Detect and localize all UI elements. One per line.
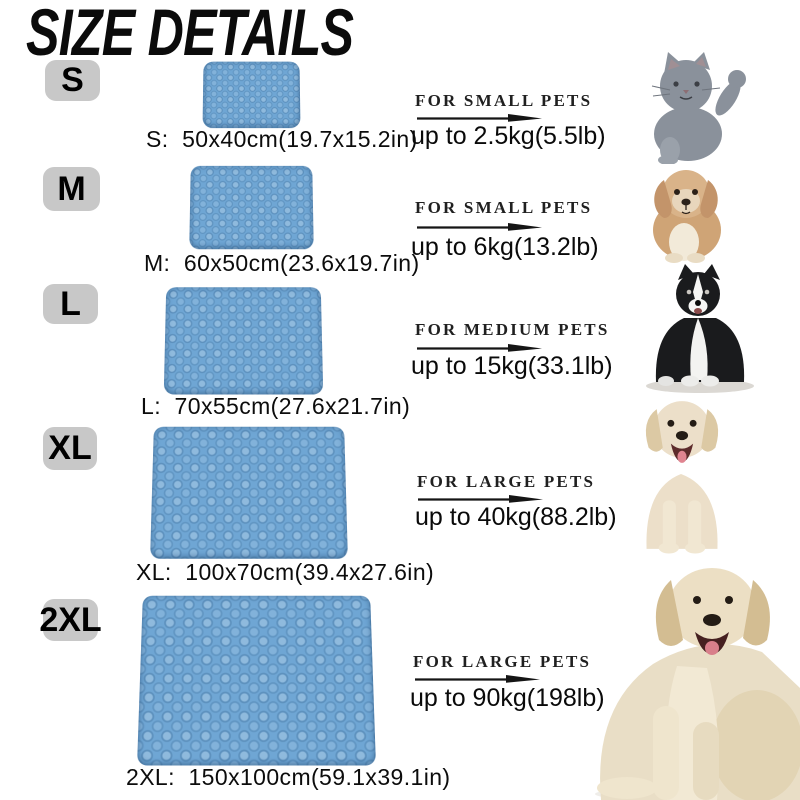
arrow-icon — [416, 110, 542, 122]
pet-photo-kitten — [640, 52, 758, 164]
arrow-icon — [417, 491, 543, 503]
cooling-mat-s — [202, 61, 301, 129]
size-badge-l: L — [43, 284, 98, 324]
pet-category-xl: FOR LARGE PETS — [417, 472, 596, 491]
pet-photo-golden-retriever — [557, 556, 800, 800]
pet-category-m: FOR SMALL PETS — [415, 198, 593, 217]
page-title: SIZE DETAILS — [26, 0, 354, 69]
arrow-icon — [416, 219, 542, 231]
size-dimensions-2xl: 2XL: 150x100cm(59.1x39.1in) — [126, 764, 451, 790]
size-badge-m: M — [43, 167, 100, 211]
size-dimensions-xl: XL: 100x70cm(39.4x27.6in) — [136, 559, 435, 585]
cooling-mat-2xl — [137, 595, 376, 766]
size-dimensions-m: M: 60x50cm(23.6x19.7in) — [144, 250, 420, 276]
weight-capacity-xl: up to 40kg(88.2lb) — [415, 503, 617, 531]
cooling-mat-m — [189, 165, 314, 250]
size-badge-xl: XL — [43, 427, 97, 470]
weight-capacity-m: up to 6kg(13.2lb) — [411, 233, 599, 261]
size-badge-2xl: 2XL — [39, 599, 102, 641]
size-dimensions-l: L: 70x55cm(27.6x21.7in) — [141, 393, 411, 419]
cooling-mat-l — [163, 287, 324, 395]
weight-capacity-l: up to 15kg(33.1lb) — [411, 352, 613, 380]
arrow-icon — [414, 671, 540, 683]
size-badge-s: S — [45, 60, 100, 101]
pet-photo-border-collie — [640, 264, 760, 394]
pet-category-2xl: FOR LARGE PETS — [413, 652, 592, 671]
pet-category-l: FOR MEDIUM PETS — [415, 320, 610, 339]
pet-category-s: FOR SMALL PETS — [415, 91, 593, 110]
weight-capacity-s: up to 2.5kg(5.5lb) — [411, 122, 606, 150]
pet-photo-golden-puppy — [632, 395, 732, 555]
pet-photo-small-puppy — [638, 166, 736, 264]
weight-capacity-2xl: up to 90kg(198lb) — [410, 684, 605, 712]
cooling-mat-xl — [150, 426, 348, 559]
size-dimensions-s: S: 50x40cm(19.7x15.2in) — [146, 126, 418, 152]
arrow-icon — [416, 340, 542, 352]
